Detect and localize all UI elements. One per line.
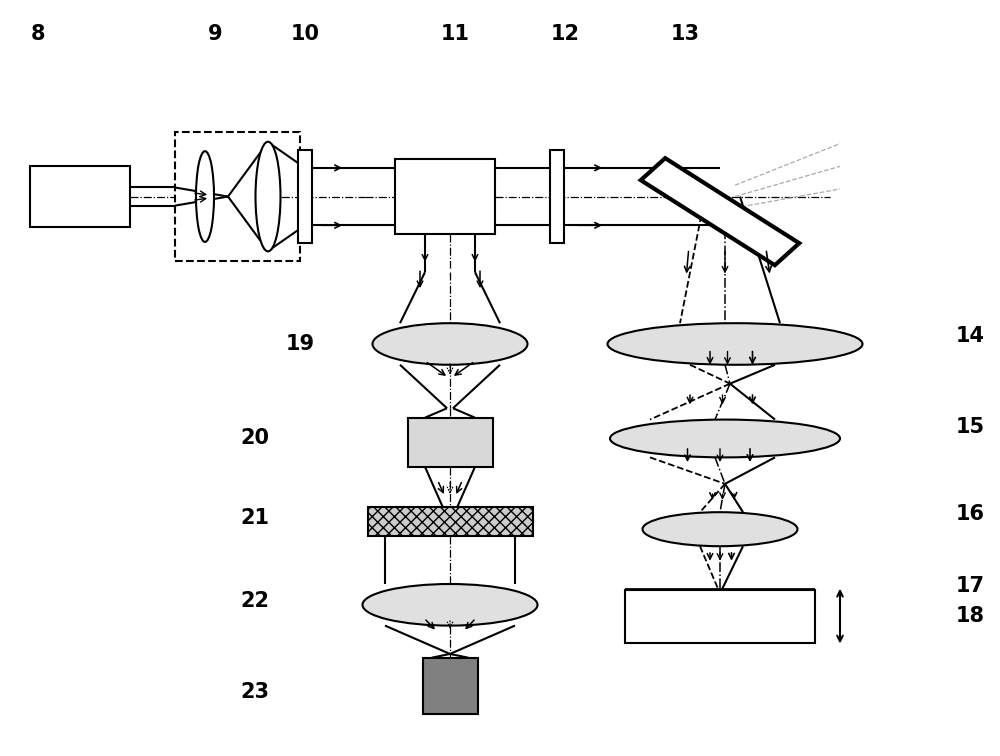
Ellipse shape	[372, 324, 528, 365]
Text: 12: 12	[550, 24, 580, 44]
Text: 20: 20	[240, 429, 270, 448]
Ellipse shape	[610, 420, 840, 457]
Text: 22: 22	[240, 591, 270, 611]
FancyBboxPatch shape	[625, 590, 815, 643]
Text: 19: 19	[285, 334, 315, 354]
Text: 16: 16	[956, 504, 984, 524]
FancyBboxPatch shape	[422, 658, 478, 714]
Text: 13: 13	[670, 24, 700, 44]
FancyBboxPatch shape	[395, 159, 495, 234]
Ellipse shape	[642, 513, 798, 546]
Text: 18: 18	[956, 606, 984, 626]
Text: 10: 10	[290, 24, 320, 44]
Ellipse shape	[196, 151, 214, 242]
Text: 21: 21	[240, 508, 270, 528]
Text: 11: 11	[440, 24, 470, 44]
Text: 15: 15	[955, 417, 985, 437]
FancyBboxPatch shape	[368, 507, 532, 536]
Ellipse shape	[362, 584, 538, 626]
Text: 8: 8	[31, 24, 45, 44]
FancyBboxPatch shape	[298, 150, 312, 243]
Ellipse shape	[256, 142, 280, 252]
Ellipse shape	[608, 324, 862, 365]
Text: 9: 9	[208, 24, 222, 44]
FancyBboxPatch shape	[550, 150, 564, 243]
Text: 23: 23	[240, 682, 270, 702]
Text: 14: 14	[956, 327, 984, 346]
FancyBboxPatch shape	[408, 418, 493, 467]
FancyBboxPatch shape	[30, 166, 130, 227]
Text: 17: 17	[956, 576, 984, 596]
FancyBboxPatch shape	[641, 158, 799, 265]
